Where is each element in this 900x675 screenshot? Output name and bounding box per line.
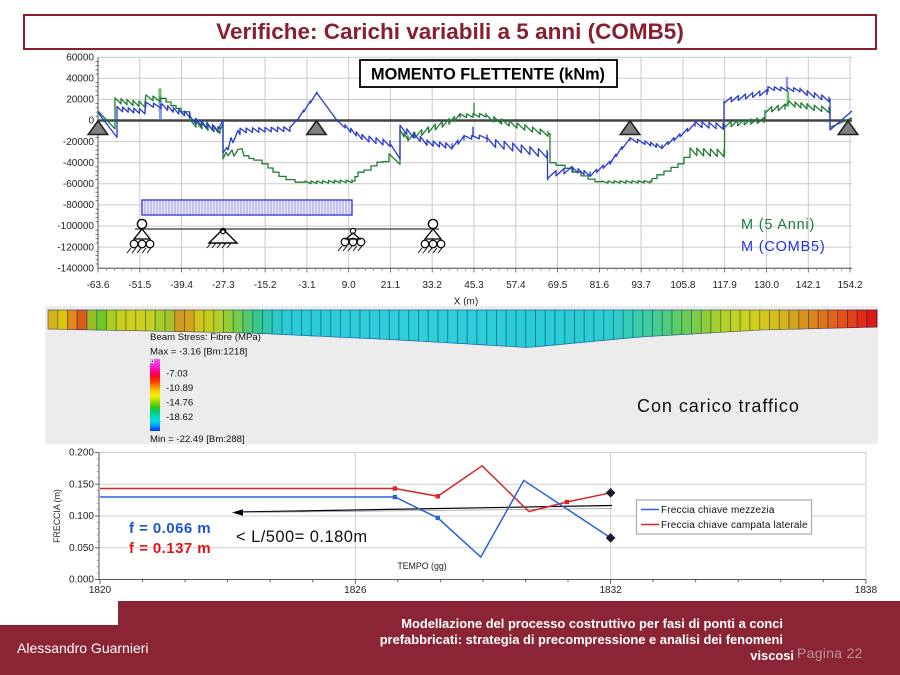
- svg-text:-14.76: -14.76: [166, 398, 193, 409]
- svg-text:-60000: -60000: [63, 179, 95, 190]
- svg-text:40000: 40000: [66, 74, 94, 85]
- svg-text:-18.62: -18.62: [166, 412, 193, 423]
- svg-text:1826: 1826: [344, 585, 367, 596]
- svg-text:33.2: 33.2: [422, 280, 442, 291]
- svg-text:142.1: 142.1: [796, 280, 821, 291]
- svg-text:FRECCIA (m): FRECCIA (m): [52, 489, 62, 543]
- svg-text:Beam Stress: Fibre (MPa): Beam Stress: Fibre (MPa): [150, 332, 261, 343]
- svg-text:-80000: -80000: [63, 200, 95, 211]
- svg-text:Freccia chiave mezzezia: Freccia chiave mezzezia: [661, 505, 775, 516]
- svg-text:105.8: 105.8: [670, 280, 695, 291]
- svg-text:Con carico traffico: Con carico traffico: [637, 396, 800, 416]
- svg-text:M (COMB5): M (COMB5): [741, 239, 826, 255]
- svg-text:0.200: 0.200: [69, 448, 94, 459]
- svg-text:1820: 1820: [89, 585, 112, 596]
- svg-text:45.3: 45.3: [464, 280, 484, 291]
- svg-text:-51.5: -51.5: [128, 280, 151, 291]
- svg-text:-10.89: -10.89: [166, 383, 193, 394]
- svg-text:f = 0.066 m: f = 0.066 m: [129, 520, 211, 537]
- svg-text:57.4: 57.4: [506, 280, 526, 291]
- svg-text:81.6: 81.6: [590, 280, 610, 291]
- svg-text:0.000: 0.000: [69, 575, 94, 586]
- svg-text:-20000: -20000: [63, 137, 95, 148]
- svg-text:0.150: 0.150: [69, 479, 94, 490]
- svg-text:f = 0.137 m: f = 0.137 m: [129, 540, 211, 557]
- svg-text:-100000: -100000: [57, 221, 94, 232]
- svg-text:-40000: -40000: [63, 158, 95, 169]
- svg-text:117.9: 117.9: [713, 280, 738, 291]
- svg-text:-63.6: -63.6: [87, 280, 110, 291]
- svg-text:130.0: 130.0: [754, 280, 779, 291]
- svg-text:< L/500= 0.180m: < L/500= 0.180m: [236, 528, 368, 546]
- svg-text:-7.03: -7.03: [166, 369, 188, 380]
- svg-text:-15.2: -15.2: [254, 280, 277, 291]
- svg-text:TEMPO (gg): TEMPO (gg): [397, 561, 446, 571]
- svg-text:0: 0: [88, 116, 94, 127]
- svg-text:69.5: 69.5: [548, 280, 568, 291]
- svg-text:1832: 1832: [599, 585, 622, 596]
- svg-text:-39.4: -39.4: [170, 280, 193, 291]
- svg-text:154.2: 154.2: [837, 280, 862, 291]
- svg-text:1838: 1838: [855, 585, 878, 596]
- svg-text:93.7: 93.7: [631, 280, 651, 291]
- svg-text:Max = -3.16 [Bm:1218]: Max = -3.16 [Bm:1218]: [150, 347, 247, 358]
- svg-text:0.100: 0.100: [69, 511, 94, 522]
- svg-text:Min = -22.49 [Bm:288]: Min = -22.49 [Bm:288]: [150, 434, 245, 445]
- svg-text:20000: 20000: [66, 95, 94, 106]
- svg-text:0.050: 0.050: [69, 543, 94, 554]
- svg-text:-27.3: -27.3: [212, 280, 235, 291]
- svg-text:21.1: 21.1: [381, 280, 401, 291]
- svg-text:-120000: -120000: [57, 242, 94, 253]
- svg-text:9.0: 9.0: [342, 280, 356, 291]
- svg-text:M (5 Anni): M (5 Anni): [741, 217, 815, 233]
- svg-text:Freccia chiave campata lateral: Freccia chiave campata laterale: [661, 520, 808, 531]
- svg-text:-3.1: -3.1: [298, 280, 316, 291]
- svg-text:-140000: -140000: [57, 263, 94, 274]
- svg-text:60000: 60000: [66, 52, 94, 63]
- svg-text:X (m): X (m): [454, 297, 478, 308]
- svg-text:MOMENTO FLETTENTE (kNm): MOMENTO FLETTENTE (kNm): [371, 66, 605, 84]
